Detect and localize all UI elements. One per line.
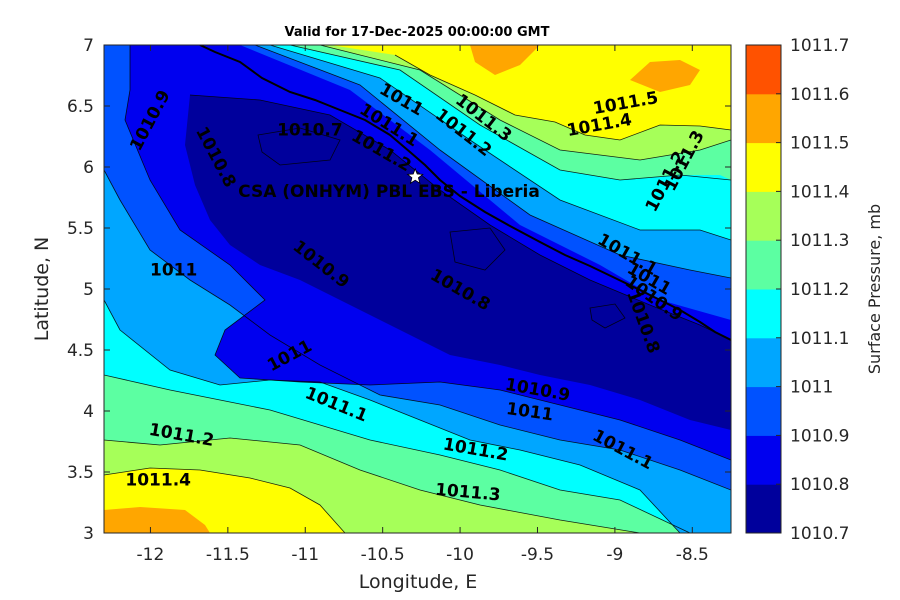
x-tick-label: -12 — [137, 545, 165, 565]
y-tick-label: 4.5 — [67, 341, 94, 361]
colorbar-swatch — [746, 435, 781, 485]
band-1011-5-ne2 — [630, 60, 700, 92]
colorbar-swatch — [746, 191, 781, 241]
y-axis-label: Latitude, N — [31, 237, 53, 342]
colorbar-swatch — [746, 45, 781, 95]
colorbar-swatch — [746, 240, 781, 290]
station-label: CSA (ONHYM) PBL EBS - Liberia — [238, 182, 540, 202]
y-tick-label: 5 — [83, 280, 94, 300]
colorbar-tick-label: 1011.4 — [790, 182, 849, 202]
station-marker — [406, 167, 424, 185]
band-1011-5-ne — [470, 45, 540, 75]
x-axis-label: Longitude, E — [359, 571, 478, 593]
y-tick-label: 6.5 — [67, 97, 94, 117]
colorbar-swatch — [746, 289, 781, 339]
contour-label: 1010.7 — [277, 120, 343, 140]
colorbar-tick-label: 1010.7 — [790, 524, 849, 544]
y-tick-label: 7 — [83, 36, 94, 56]
y-tick-label: 6 — [83, 158, 94, 178]
x-tick-label: -9.5 — [521, 545, 554, 565]
x-tick-label: -10.5 — [361, 545, 405, 565]
coastline — [199, 45, 731, 341]
x-tick-label: -8.5 — [676, 545, 709, 565]
colorbar-tick-label: 1010.9 — [790, 426, 849, 446]
colorbar-tick-label: 1010.8 — [790, 475, 849, 495]
colorbar-tick-label: 1011.2 — [790, 280, 849, 300]
colorbar: 1010.7 1010.8 1010.9 1011 1011.1 1011.2 1011.3… — [745, 36, 849, 544]
colorbar-tick-label: 1011.5 — [790, 134, 849, 154]
colorbar-swatch — [746, 484, 781, 534]
band-1011-4-ne — [330, 45, 731, 140]
contour-field — [104, 45, 731, 533]
y-tick-label: 5.5 — [67, 219, 94, 239]
station-layer: CSA (ONHYM) PBL EBS - Liberia — [238, 167, 540, 202]
colorbar-tick-label: 1011.3 — [790, 231, 849, 251]
x-ticks: -12 -11.5 -11 -10.5 -10 -9.5 -9 -8.5 — [137, 45, 709, 565]
colorbar-swatch — [746, 337, 781, 388]
y-tick-label: 3 — [83, 524, 94, 544]
colorbar-swatch — [746, 386, 781, 436]
colorbar-tick-label: 1011.6 — [790, 85, 849, 105]
contour-label: 1011.4 — [125, 471, 191, 491]
colorbar-swatch — [746, 142, 781, 192]
chart-title: Valid for 17-Dec-2025 00:00:00 GMT — [285, 25, 550, 40]
colorbar-swatch — [746, 93, 781, 144]
x-tick-label: -10 — [446, 545, 474, 565]
y-tick-label: 4 — [83, 402, 94, 422]
colorbar-tick-label: 1011 — [790, 378, 833, 398]
x-tick-label: -9 — [606, 545, 623, 565]
x-tick-label: -11 — [291, 545, 319, 565]
y-tick-label: 3.5 — [67, 463, 94, 483]
colorbar-label: Surface Pressure, mb — [865, 204, 884, 374]
band-1011-5-sw — [104, 507, 210, 533]
y-ticks: 3 3.5 4 4.5 5 5.5 6 6.5 7 — [67, 36, 731, 544]
x-tick-label: -11.5 — [206, 545, 250, 565]
contour-label: 1011 — [150, 261, 197, 281]
colorbar-tick-label: 1011.1 — [790, 329, 849, 349]
colorbar-tick-label: 1011.7 — [790, 36, 849, 56]
